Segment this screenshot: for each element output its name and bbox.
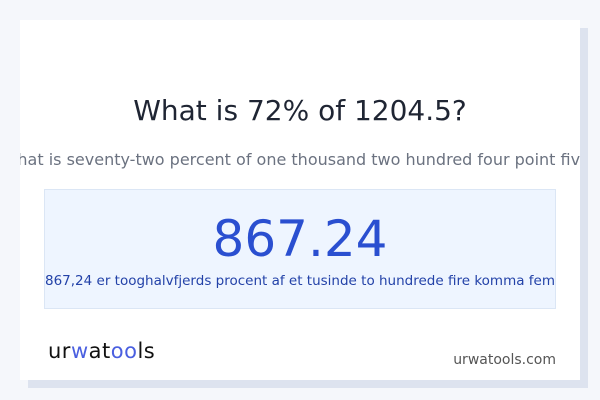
logo-text: ls [137, 339, 156, 363]
logo-text: ur [48, 339, 71, 363]
card: What is 72% of 1204.5? What is seventy-t… [20, 20, 580, 380]
logo-text: w [70, 339, 89, 363]
result-box: 867.24 867,24 er tooghalvfjerds procent … [44, 189, 556, 309]
logo-text: at [88, 339, 111, 363]
result-value: 867.24 [212, 210, 388, 268]
subtitle: What is seventy-two percent of one thous… [20, 150, 580, 169]
result-words: 867,24 er tooghalvfjerds procent af et t… [45, 273, 555, 289]
logo-text: oo [110, 339, 138, 363]
page-title: What is 72% of 1204.5? [133, 94, 467, 127]
site-link[interactable]: urwatools.com [453, 352, 556, 368]
logo[interactable]: urwatools [48, 339, 155, 363]
